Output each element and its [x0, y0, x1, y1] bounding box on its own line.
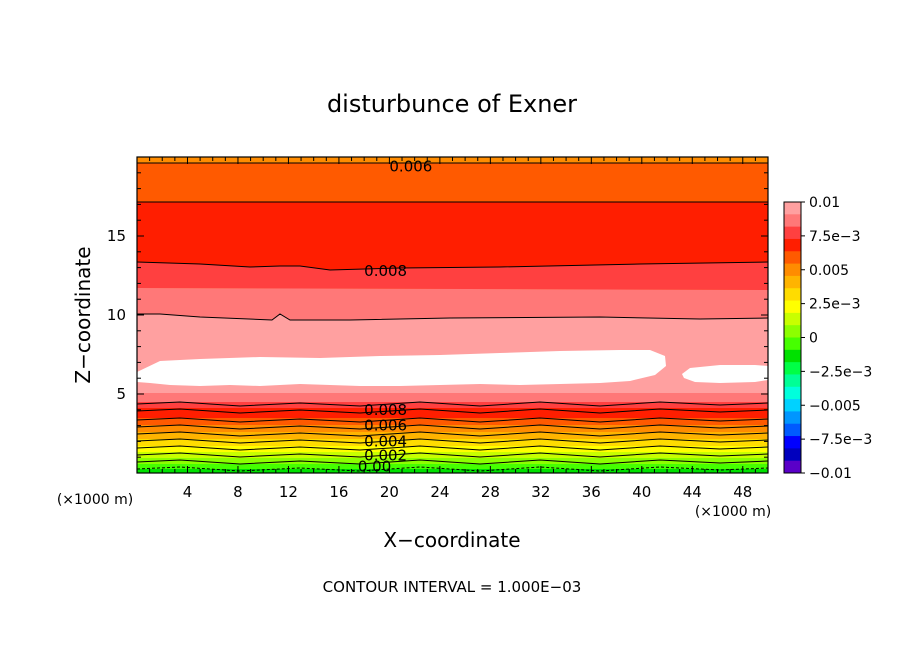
x-tick-label: 48 — [733, 483, 752, 501]
y-axis-label: Z−coordinate — [71, 246, 95, 383]
colorbar-swatch — [784, 374, 801, 388]
colorbar-swatch — [784, 362, 801, 375]
x-tick-label: 28 — [481, 483, 500, 501]
colorbar-labels: 0.01 7.5e−3 0.005 2.5e−3 0 −2.5e−3 −0.005 −7.5e… — [801, 195, 872, 482]
contour-label: 0.008 — [364, 262, 407, 280]
band-lower-lime — [137, 458, 768, 464]
x-tick-label: 24 — [430, 483, 449, 501]
x-tick-label: 44 — [683, 483, 702, 501]
band-pale-upper — [137, 288, 768, 320]
x-tick-label: 32 — [531, 483, 550, 501]
colorbar-swatch — [784, 251, 801, 265]
contour-label: 0.004 — [364, 432, 407, 450]
x-tick-label: 20 — [380, 483, 399, 501]
colorbar-swatch — [784, 423, 801, 437]
contour-label: 0.00 — [358, 458, 391, 476]
colorbar-label: −7.5e−3 — [809, 432, 872, 448]
colorbar-swatch — [784, 386, 801, 400]
white-band — [137, 350, 666, 386]
colorbar-label: 0.01 — [809, 195, 840, 211]
colorbar-label: −0.01 — [809, 466, 852, 482]
contour-label: 0.006 — [389, 157, 432, 175]
contour-lines — [136, 162, 769, 472]
band-lightred-upper — [137, 262, 768, 290]
band-lower-green — [137, 464, 768, 469]
x-tick-labels: 4 8 12 16 20 24 28 32 36 40 44 48 — [183, 483, 753, 501]
axis-ticks — [137, 157, 768, 473]
y-tick-labels: 5 10 15 — [107, 227, 126, 403]
colorbar-label: 7.5e−3 — [809, 229, 861, 245]
white-band-right — [682, 365, 768, 383]
colorbar-label: 2.5e−3 — [809, 297, 861, 313]
colorbar-label: 0 — [809, 331, 818, 347]
colorbar-swatch — [784, 411, 801, 425]
colorbar-swatch — [784, 436, 801, 449]
x-axis-label: X−coordinate — [383, 528, 520, 552]
colorbar-swatch — [784, 300, 801, 314]
contour-line — [136, 401, 769, 407]
x-tick-label: 12 — [279, 483, 298, 501]
colorbar-label: −2.5e−3 — [809, 364, 872, 380]
contour-line — [136, 424, 769, 430]
colorbar-swatch — [784, 238, 801, 252]
colorbar-swatch — [784, 202, 801, 215]
x-unit-label: (×1000 m) — [695, 504, 771, 520]
contour-line — [136, 452, 769, 458]
x-tick-label: 36 — [582, 483, 601, 501]
colorbar-swatch — [784, 263, 801, 277]
colorbar-swatch — [784, 312, 801, 326]
colorbar — [783, 201, 802, 474]
contour-line — [136, 445, 769, 451]
contour-interval-note: CONTOUR INTERVAL = 1.000E−03 — [323, 578, 582, 596]
x-tick-label: 4 — [183, 483, 193, 501]
y-tick-label: 10 — [107, 306, 126, 324]
colorbar-swatch — [784, 448, 801, 462]
colorbar-swatch — [784, 275, 801, 289]
colorbar-label: 0.005 — [809, 263, 849, 279]
band-red-upper — [137, 202, 768, 270]
x-tick-label: 40 — [632, 483, 651, 501]
contour-line — [136, 417, 769, 423]
colorbar-swatch — [784, 337, 801, 351]
y-tick-label: 5 — [116, 385, 126, 403]
x-left-unit-label: (×1000 m) — [57, 492, 133, 508]
colorbar-swatch — [784, 460, 801, 474]
colorbar-swatch — [784, 325, 801, 338]
colorbar-swatch — [784, 349, 801, 363]
colorbar-label: −0.005 — [809, 398, 861, 414]
band-lower-lightred — [137, 393, 768, 402]
y-tick-label: 15 — [107, 227, 126, 245]
x-tick-label: 16 — [329, 483, 348, 501]
contour-line — [136, 438, 769, 444]
chart-title: disturbunce of Exner — [327, 90, 577, 118]
x-tick-label: 8 — [233, 483, 243, 501]
contour-line — [136, 431, 769, 437]
colorbar-swatch — [784, 399, 801, 412]
contour-label: 0.008 — [364, 401, 407, 419]
colorbar-swatch — [784, 214, 801, 228]
colorbar-swatch — [784, 226, 801, 240]
contour-label: 0.002 — [364, 447, 407, 465]
contour-line — [136, 261, 769, 271]
colorbar-swatch — [784, 288, 801, 302]
contour-line — [136, 459, 769, 465]
contour-line — [136, 408, 769, 414]
contour-label: 0.006 — [364, 417, 407, 435]
contour-line — [137, 313, 769, 321]
